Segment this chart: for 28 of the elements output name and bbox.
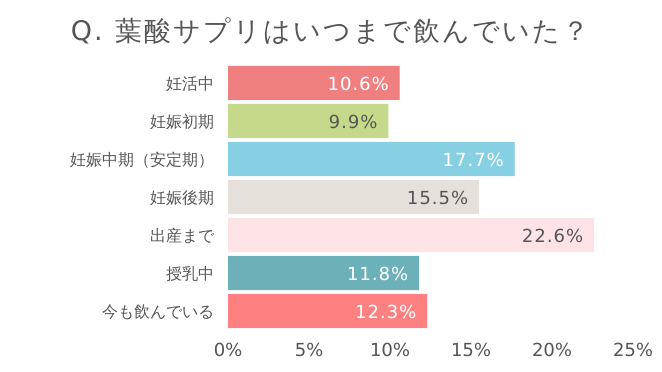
data-label: 15.5% [406, 188, 470, 209]
bar [228, 66, 400, 100]
data-label: 17.7% [442, 150, 505, 171]
data-label: 9.9% [328, 112, 378, 133]
x-tick-label: 25% [612, 340, 654, 361]
x-tick-label: 15% [450, 340, 492, 361]
bar [228, 180, 480, 214]
y-tick-label: 今も飲んでいる [102, 302, 214, 321]
y-tick-label: 出産まで [150, 226, 215, 245]
x-tick-label: 0% [214, 340, 242, 361]
x-tick-label: 5% [294, 340, 324, 361]
data-label: 11.8% [346, 264, 410, 285]
bar [228, 104, 388, 138]
bar [228, 142, 515, 176]
x-tick-label: 10% [370, 340, 410, 361]
y-tick-label: 妊娠初期 [150, 112, 214, 131]
bar [228, 256, 420, 290]
y-tick-label: 妊娠後期 [150, 188, 214, 207]
data-label: 12.3% [355, 302, 418, 323]
bar [228, 294, 428, 328]
y-tick-label: 妊娠中期（安定期） [70, 150, 214, 169]
data-label: 22.6% [522, 226, 584, 247]
bar [228, 218, 594, 252]
chart-title: Q. 葉酸サプリはいつまで飲んでいた？ [70, 16, 592, 47]
y-tick-label: 授乳中 [166, 264, 214, 283]
data-label: 10.6% [328, 74, 390, 95]
x-tick-label: 20% [532, 340, 572, 361]
y-tick-label: 妊活中 [166, 74, 214, 93]
